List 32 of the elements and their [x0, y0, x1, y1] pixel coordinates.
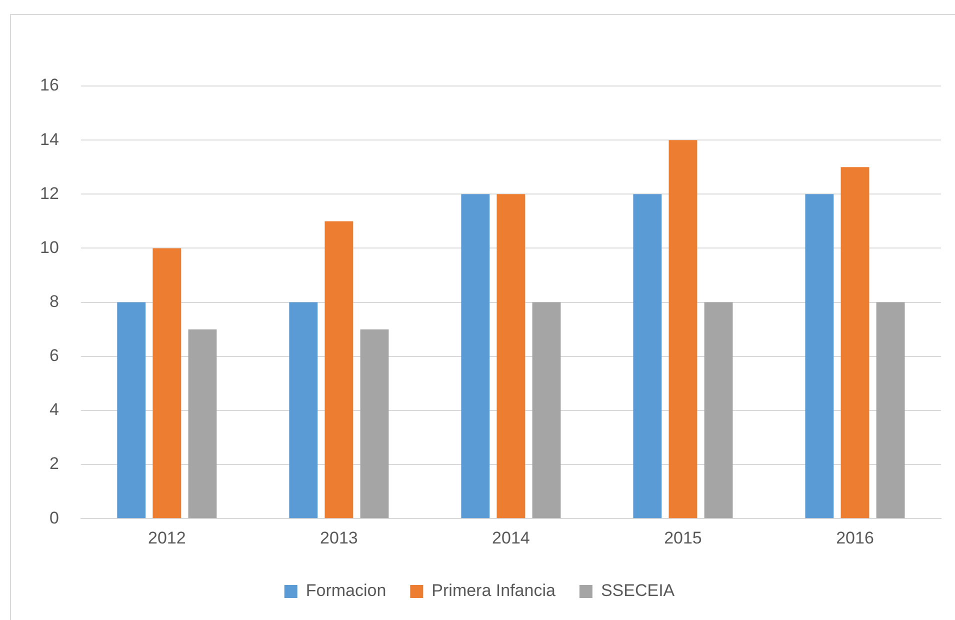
x-tick-label: 2014	[492, 528, 530, 548]
bar	[117, 302, 146, 518]
y-tick-label: 6	[49, 346, 59, 366]
bar	[289, 302, 318, 518]
y-tick-label: 12	[40, 184, 59, 203]
bar	[496, 194, 526, 518]
bar	[461, 194, 490, 518]
x-tick-label: 2012	[148, 528, 186, 548]
bar	[532, 302, 561, 518]
bar	[152, 248, 182, 518]
bar	[876, 302, 905, 518]
bar	[805, 194, 834, 518]
legend-label: SSECEIA	[600, 581, 676, 600]
bar	[704, 302, 733, 518]
y-tick-label: 8	[49, 292, 59, 311]
x-tick-label: 2013	[320, 528, 358, 548]
y-tick-label: 10	[40, 238, 59, 257]
bar	[188, 329, 217, 518]
legend-label: Formacion	[306, 581, 386, 600]
bar	[840, 167, 870, 518]
bar	[633, 194, 662, 518]
bar	[324, 221, 354, 518]
y-tick-label: 2	[49, 454, 59, 474]
x-tick-label: 2015	[664, 528, 702, 548]
y-tick-label: 0	[49, 508, 59, 528]
x-tick-label: 2016	[836, 528, 874, 548]
legend-label: Primera Infancia	[432, 581, 556, 600]
y-tick-label: 4	[49, 400, 59, 420]
y-tick-label: 16	[40, 76, 59, 95]
y-tick-label: 14	[40, 130, 59, 149]
bar	[668, 140, 698, 518]
bar	[360, 329, 389, 518]
